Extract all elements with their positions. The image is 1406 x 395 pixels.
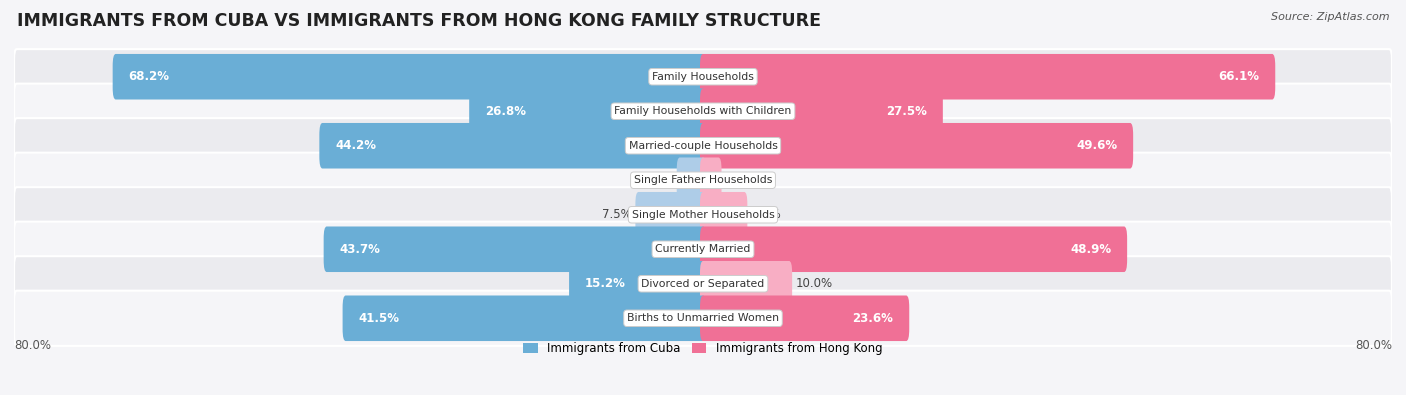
Text: Single Mother Households: Single Mother Households: [631, 210, 775, 220]
Text: 41.5%: 41.5%: [359, 312, 399, 325]
FancyBboxPatch shape: [323, 226, 706, 272]
Text: 1.8%: 1.8%: [725, 174, 755, 187]
Text: 43.7%: 43.7%: [340, 243, 381, 256]
Text: 44.2%: 44.2%: [335, 139, 377, 152]
FancyBboxPatch shape: [14, 84, 1392, 139]
Text: Divorced or Separated: Divorced or Separated: [641, 279, 765, 289]
FancyBboxPatch shape: [14, 152, 1392, 208]
Text: IMMIGRANTS FROM CUBA VS IMMIGRANTS FROM HONG KONG FAMILY STRUCTURE: IMMIGRANTS FROM CUBA VS IMMIGRANTS FROM …: [17, 12, 821, 30]
FancyBboxPatch shape: [319, 123, 706, 169]
Legend: Immigrants from Cuba, Immigrants from Hong Kong: Immigrants from Cuba, Immigrants from Ho…: [519, 337, 887, 360]
Text: Married-couple Households: Married-couple Households: [628, 141, 778, 151]
Text: 66.1%: 66.1%: [1219, 70, 1260, 83]
Text: Currently Married: Currently Married: [655, 244, 751, 254]
Text: 68.2%: 68.2%: [128, 70, 170, 83]
FancyBboxPatch shape: [700, 158, 721, 203]
Text: Births to Unmarried Women: Births to Unmarried Women: [627, 313, 779, 323]
FancyBboxPatch shape: [14, 291, 1392, 346]
FancyBboxPatch shape: [14, 222, 1392, 277]
Text: 80.0%: 80.0%: [1355, 339, 1392, 352]
FancyBboxPatch shape: [676, 158, 706, 203]
FancyBboxPatch shape: [700, 54, 1275, 100]
FancyBboxPatch shape: [112, 54, 706, 100]
FancyBboxPatch shape: [14, 187, 1392, 243]
FancyBboxPatch shape: [700, 88, 943, 134]
FancyBboxPatch shape: [700, 192, 748, 237]
Text: 7.5%: 7.5%: [602, 208, 631, 221]
FancyBboxPatch shape: [569, 261, 706, 307]
Text: 26.8%: 26.8%: [485, 105, 526, 118]
FancyBboxPatch shape: [700, 295, 910, 341]
Text: 23.6%: 23.6%: [852, 312, 893, 325]
Text: 10.0%: 10.0%: [796, 277, 834, 290]
Text: 80.0%: 80.0%: [14, 339, 51, 352]
Text: 49.6%: 49.6%: [1076, 139, 1118, 152]
FancyBboxPatch shape: [700, 261, 792, 307]
FancyBboxPatch shape: [14, 118, 1392, 173]
FancyBboxPatch shape: [636, 192, 706, 237]
Text: Family Households: Family Households: [652, 72, 754, 82]
Text: 4.8%: 4.8%: [751, 208, 780, 221]
FancyBboxPatch shape: [14, 49, 1392, 104]
Text: 15.2%: 15.2%: [585, 277, 626, 290]
Text: 2.7%: 2.7%: [643, 174, 673, 187]
Text: Single Father Households: Single Father Households: [634, 175, 772, 185]
FancyBboxPatch shape: [343, 295, 706, 341]
FancyBboxPatch shape: [700, 226, 1128, 272]
FancyBboxPatch shape: [14, 256, 1392, 311]
Text: Family Households with Children: Family Households with Children: [614, 106, 792, 116]
FancyBboxPatch shape: [470, 88, 706, 134]
Text: Source: ZipAtlas.com: Source: ZipAtlas.com: [1271, 12, 1389, 22]
Text: 48.9%: 48.9%: [1070, 243, 1111, 256]
Text: 27.5%: 27.5%: [886, 105, 927, 118]
FancyBboxPatch shape: [700, 123, 1133, 169]
